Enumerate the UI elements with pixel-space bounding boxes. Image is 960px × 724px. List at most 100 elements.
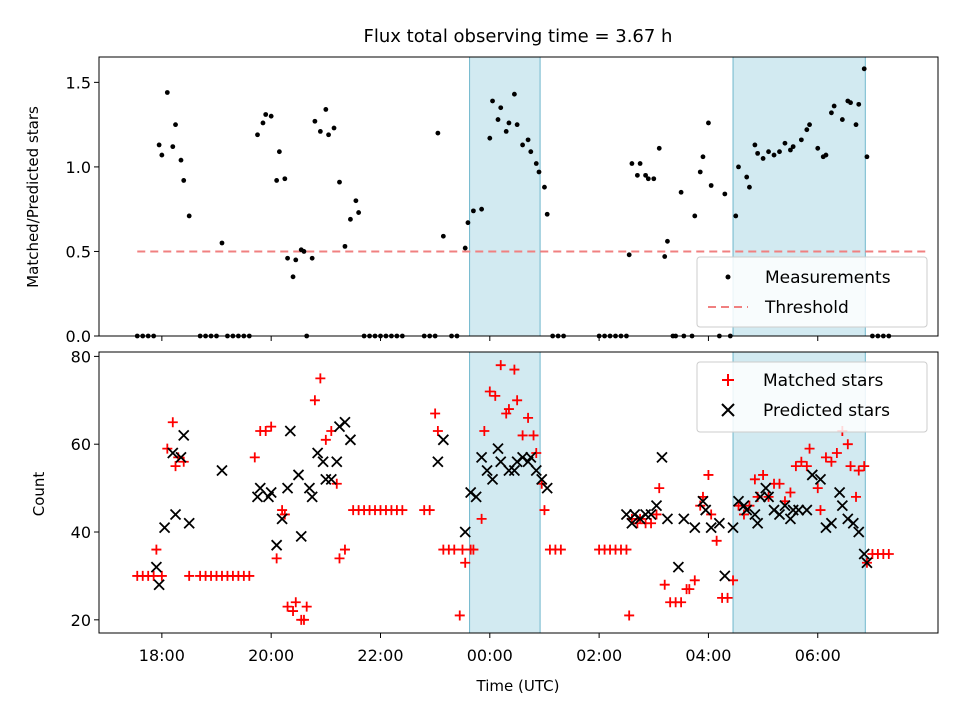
- legend-threshold-label: Threshold: [764, 298, 849, 318]
- measurement-point: [514, 122, 520, 128]
- predicted-star-point: [158, 521, 171, 534]
- top-legend: Measurements Threshold: [696, 256, 928, 328]
- predicted-star-point: [620, 508, 633, 521]
- measurement-point: [697, 169, 703, 175]
- predicted-star-point: [853, 526, 865, 538]
- measurement-point: [462, 245, 468, 251]
- measurement-point: [178, 157, 184, 163]
- measurement-point: [864, 154, 870, 160]
- predicted-star-point: [306, 491, 318, 503]
- predicted-star-point: [495, 456, 507, 468]
- predicted-star-point: [650, 500, 663, 512]
- measurement-point: [856, 101, 862, 107]
- matched-star-point: [826, 456, 837, 467]
- measurement-point: [744, 174, 750, 180]
- bottom-legend: Matched stars Predicted stars: [696, 361, 928, 433]
- matched-star-point: [621, 544, 632, 555]
- matched-star-point: [512, 395, 523, 406]
- matched-star-point: [624, 610, 635, 621]
- measurement-point: [634, 172, 640, 178]
- measurement-point: [435, 130, 441, 136]
- top-legend-box: [696, 256, 928, 328]
- measurement-point: [831, 103, 837, 109]
- matched-star-point: [460, 557, 471, 568]
- predicted-star-point: [754, 491, 766, 503]
- predicted-star-point: [773, 508, 786, 521]
- matched-star-point: [503, 404, 514, 415]
- measurement-point: [274, 178, 280, 183]
- predicted-star-point: [183, 517, 195, 529]
- bottom-x-tick-label: 18:00: [139, 646, 185, 665]
- measurement-point: [829, 110, 834, 116]
- predicted-star-point: [762, 491, 775, 503]
- matched-star-point: [722, 592, 733, 603]
- measurement-point: [656, 145, 662, 151]
- predicted-star-point: [779, 500, 791, 512]
- legend-matched-label: Matched stars: [763, 371, 883, 391]
- predicted-star-point: [276, 513, 288, 525]
- matched-star-point: [654, 483, 665, 494]
- predicted-star-point: [784, 513, 797, 525]
- matched-star-point: [151, 544, 162, 555]
- measurement-point: [645, 176, 651, 182]
- bottom-plot-frame: [98, 351, 939, 634]
- bottom-x-tick-label: 02:00: [576, 646, 622, 665]
- matched-star-point: [432, 426, 443, 437]
- predicted-star-point: [656, 451, 668, 464]
- bottom-legend-box: [696, 361, 928, 433]
- measurement-point: [312, 118, 318, 124]
- bottom-x-tick-label: 00:00: [467, 646, 513, 665]
- top-y-tick-label: 0.5: [66, 242, 91, 261]
- matched-star-point: [170, 461, 181, 472]
- measurement-point: [498, 105, 504, 111]
- matched-star-point: [468, 544, 479, 555]
- predicted-star-point: [150, 561, 163, 573]
- bottom-y-tick-label: 80: [71, 347, 91, 366]
- measurement-point: [520, 142, 525, 148]
- predicted-star-point: [216, 464, 228, 477]
- matched-star-point: [495, 360, 506, 371]
- predicted-star-point: [153, 579, 165, 591]
- observing-window-band: [469, 56, 541, 337]
- measurement-point: [528, 149, 534, 155]
- predicted-star-point: [700, 504, 712, 516]
- predicted-star-point: [705, 521, 717, 534]
- measurement-point: [487, 135, 493, 141]
- predicted-star-point: [175, 451, 187, 464]
- matched-star-point: [167, 417, 178, 428]
- measurement-point: [285, 255, 290, 261]
- predicted-star-point: [284, 425, 296, 437]
- matched-star-point: [279, 509, 290, 520]
- measurement-point: [440, 233, 446, 239]
- measurement-point: [317, 129, 323, 134]
- matched-star-point: [271, 553, 282, 564]
- matched-star-point: [260, 426, 271, 437]
- predicted-star-point: [541, 482, 553, 494]
- measurement-point: [853, 122, 859, 128]
- measurement-point: [678, 189, 684, 195]
- matched-star-point: [804, 443, 815, 454]
- measurement-point: [465, 220, 471, 226]
- measurement-point: [626, 252, 632, 258]
- measurement-point: [159, 152, 165, 158]
- predicted-star-point: [833, 486, 846, 499]
- predicted-star-point: [530, 464, 542, 477]
- measurement-point: [512, 91, 517, 97]
- matched-star-point: [646, 518, 657, 529]
- matched-star-point: [842, 439, 853, 450]
- predicted-star-point: [265, 486, 277, 499]
- predicted-star-point: [254, 482, 266, 494]
- predicted-star-point: [169, 508, 182, 521]
- measurement-point: [309, 255, 315, 261]
- predicted-star-point: [251, 491, 264, 503]
- measurement-point: [156, 142, 162, 148]
- predicted-star-point: [858, 548, 870, 560]
- legend-measurements-label: Measurements: [765, 268, 891, 288]
- top-y-axis-label: Matched/Predicted stars: [24, 106, 42, 288]
- matched-star-point: [785, 487, 796, 498]
- legend-matched-marker: [722, 374, 734, 386]
- measurement-point: [782, 140, 788, 146]
- measurement-point: [293, 257, 299, 263]
- measurement-point: [629, 161, 635, 166]
